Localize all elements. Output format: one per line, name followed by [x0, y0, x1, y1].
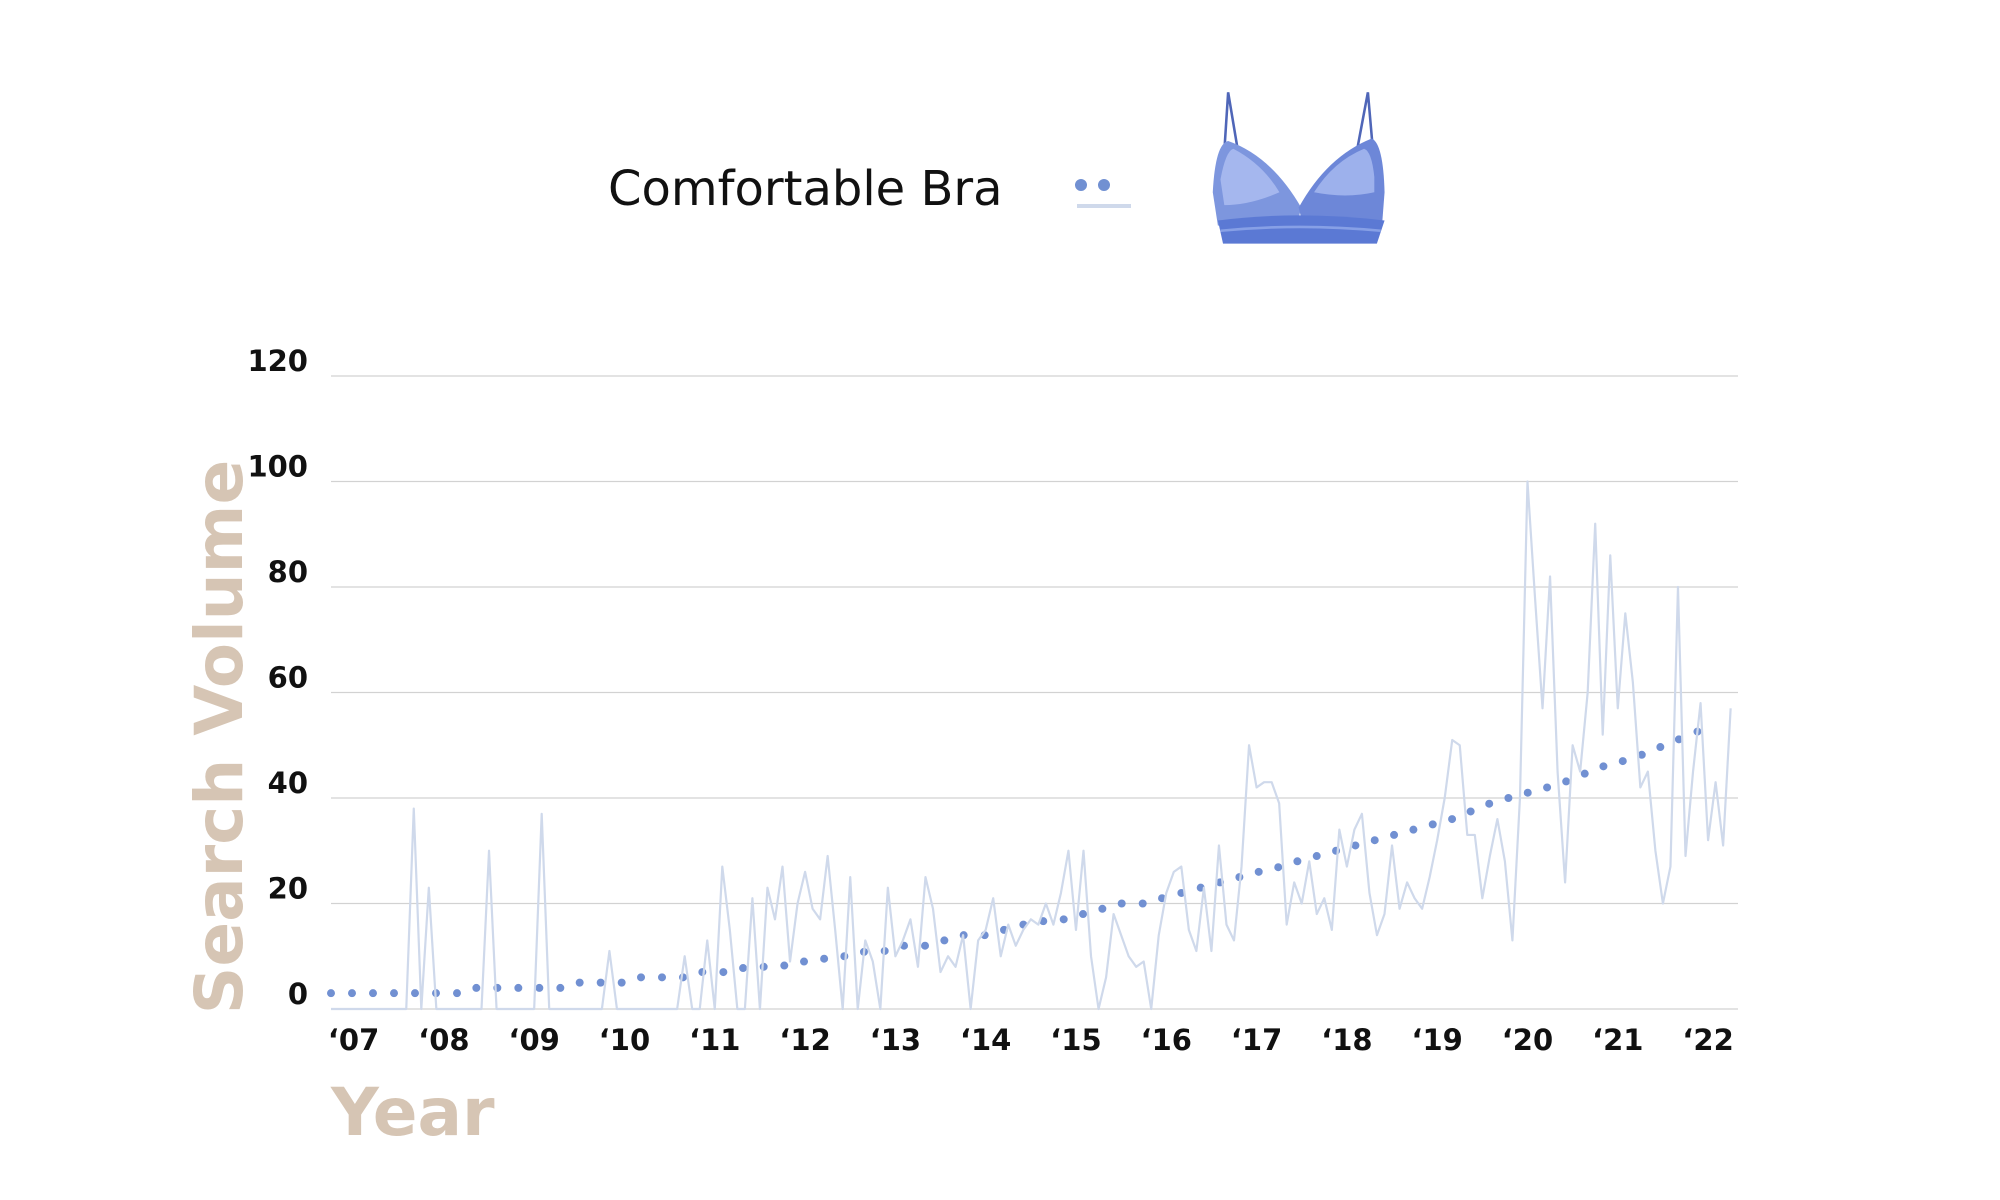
x-tick-label: ‘10: [599, 1023, 650, 1057]
x-tick-label: ‘13: [870, 1023, 921, 1057]
y-tick-label: 40: [268, 766, 308, 800]
x-tick-label: ‘15: [1050, 1023, 1101, 1057]
x-tick-label: ‘22: [1682, 1023, 1733, 1057]
x-tick-label: ‘20: [1502, 1023, 1553, 1057]
trend-line: [327, 720, 1720, 998]
x-tick-label: ‘09: [508, 1023, 559, 1057]
x-tick-label: ‘16: [1141, 1023, 1192, 1057]
x-tick-label: ‘07: [328, 1023, 379, 1057]
data-line: [331, 480, 1732, 1011]
x-tick-label: ‘21: [1592, 1023, 1643, 1057]
x-tick-label: ‘19: [1411, 1023, 1462, 1057]
y-tick-label: 20: [268, 872, 308, 906]
x-axis-title: Year: [330, 1074, 495, 1151]
y-tick-label: 80: [268, 555, 308, 589]
y-axis-title: Search Volume: [181, 460, 258, 1014]
x-tick-label: ‘08: [418, 1023, 469, 1057]
y-tick-label: 120: [247, 344, 308, 378]
y-tick-label: 100: [247, 450, 308, 484]
x-tick-label: ‘14: [960, 1023, 1011, 1057]
x-tick-label: ‘11: [689, 1023, 740, 1057]
legend-label: Comfortable Bra: [608, 161, 1003, 217]
x-tick-label: ‘18: [1321, 1023, 1372, 1057]
y-tick-label: 60: [268, 661, 308, 695]
bra-icon: [1212, 92, 1385, 244]
x-tick-label: ‘17: [1231, 1023, 1282, 1057]
y-tick-label: 0: [288, 977, 308, 1011]
x-tick-label: ‘12: [779, 1023, 830, 1057]
